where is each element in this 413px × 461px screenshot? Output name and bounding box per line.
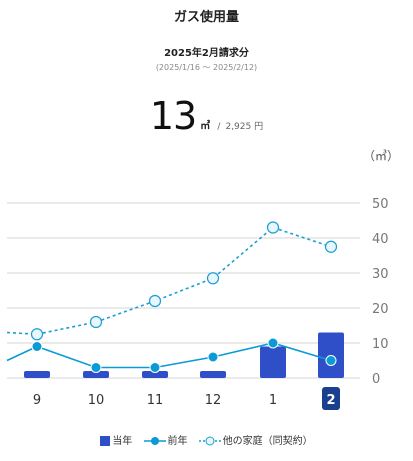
point-previous-1 bbox=[267, 337, 279, 349]
x-tick-label-10: 10 bbox=[88, 393, 105, 408]
legend-swatch-line-icon bbox=[143, 437, 166, 445]
point-previous-12 bbox=[207, 351, 219, 363]
point-previous-9 bbox=[31, 341, 43, 352]
point-others-10 bbox=[89, 315, 103, 329]
selected-month-highlight bbox=[322, 387, 340, 410]
y-tick-label: 30 bbox=[372, 267, 389, 282]
legend-item-previous[interactable]: 前年 bbox=[143, 432, 188, 447]
bar-current-1 bbox=[260, 346, 286, 378]
chart-legend: 当年 前年 他の家庭（同契約） bbox=[0, 432, 413, 447]
legend-label-previous: 前年 bbox=[167, 436, 188, 447]
point-others-1 bbox=[266, 221, 280, 234]
point-previous-11 bbox=[149, 362, 161, 373]
point-others-2 bbox=[324, 240, 338, 253]
y-tick-label: 50 bbox=[372, 197, 389, 212]
legend-label-current: 当年 bbox=[112, 436, 133, 447]
y-tick-label: 0 bbox=[372, 372, 380, 387]
x-tick-label-11: 11 bbox=[147, 393, 164, 408]
billing-date-range: (2025/1/16 〜 2025/2/12) bbox=[155, 63, 258, 72]
legend-swatch-bar-icon bbox=[100, 436, 111, 446]
usage-separator: / bbox=[217, 122, 221, 132]
usage-price: 2,925 円 bbox=[225, 122, 264, 132]
legend-swatch-dashed-line-icon bbox=[198, 436, 221, 446]
legend-item-others[interactable]: 他の家庭（同契約） bbox=[198, 432, 313, 447]
y-tick-label: 20 bbox=[372, 302, 389, 317]
billing-period: 2025年2月請求分 bbox=[164, 48, 249, 59]
x-tick-label-1: 1 bbox=[269, 393, 277, 408]
bar-current-10 bbox=[83, 371, 109, 378]
x-tick-label-2: 2 bbox=[326, 393, 335, 408]
legend-item-current[interactable]: 当年 bbox=[100, 432, 132, 447]
point-previous-2 bbox=[325, 355, 337, 366]
point-others-11 bbox=[148, 294, 162, 308]
point-others-12 bbox=[206, 272, 220, 285]
page-title: ガス使用量 bbox=[173, 10, 239, 25]
x-tick-label-12: 12 bbox=[205, 393, 222, 408]
usage-summary: 13 ㎥ / 2,925 円 bbox=[0, 94, 413, 138]
point-others-9 bbox=[30, 328, 44, 341]
line-others bbox=[6, 226, 332, 336]
y-tick-label: 40 bbox=[372, 232, 389, 247]
usage-value: 13 bbox=[149, 94, 197, 138]
legend-label-others: 他の家庭（同契約） bbox=[222, 436, 313, 447]
x-tick-label-9: 9 bbox=[33, 393, 41, 408]
y-axis-unit-label: （㎥） bbox=[362, 149, 399, 163]
bar-current-9 bbox=[24, 371, 50, 378]
y-tick-label: 10 bbox=[372, 337, 389, 352]
bar-current-11 bbox=[142, 371, 168, 378]
usage-unit: ㎥ bbox=[200, 121, 211, 132]
point-previous-10 bbox=[90, 362, 102, 373]
bar-current-12 bbox=[200, 371, 226, 378]
